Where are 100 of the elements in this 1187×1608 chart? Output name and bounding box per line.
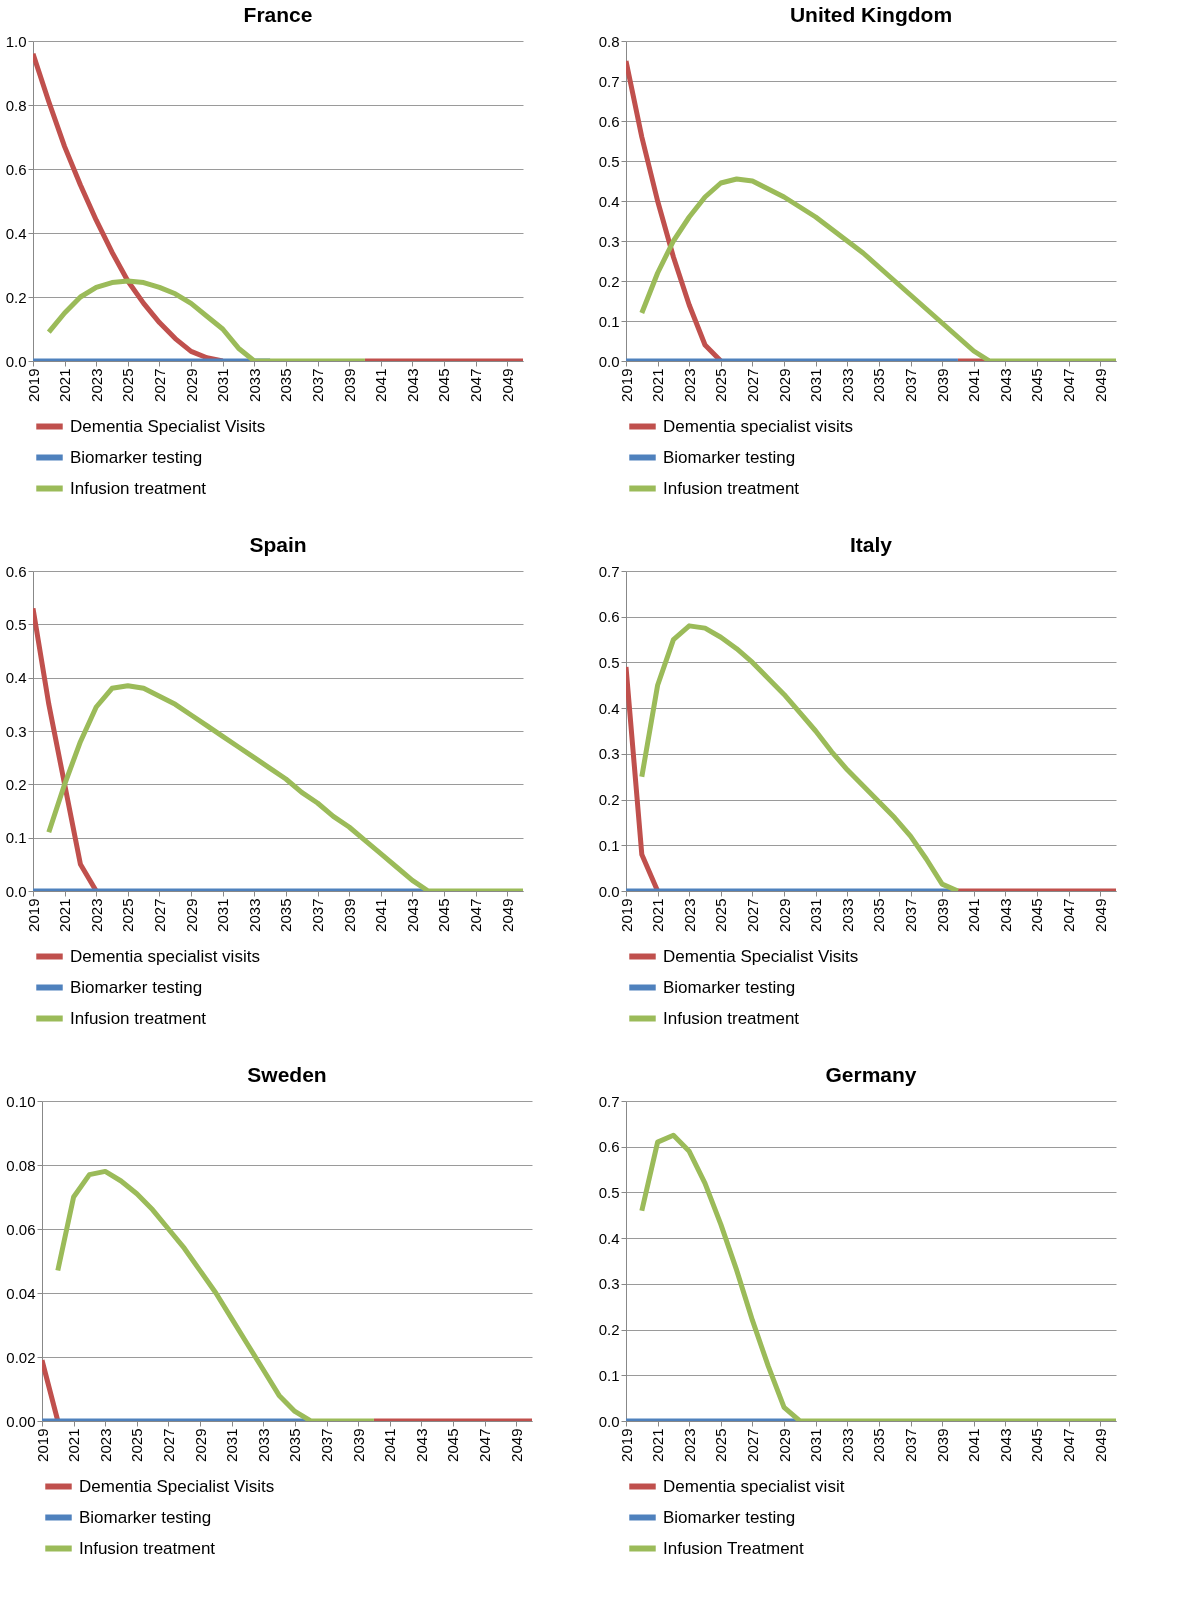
chart-title: Spain: [249, 533, 307, 556]
x-tick-label: 2027: [743, 1428, 761, 1462]
x-tick-label: 2027: [743, 898, 761, 932]
y-tick-label: 0.1: [598, 312, 620, 330]
y-tick-label: 0.3: [598, 232, 620, 250]
x-tick-label: 2021: [649, 898, 667, 932]
y-tick-label: 0.06: [6, 1220, 36, 1238]
chart-title: Italy: [849, 533, 893, 556]
y-tick-label: 0.2: [598, 272, 620, 290]
x-tick-label: 2041: [372, 898, 390, 932]
y-tick-label: 0.2: [5, 288, 27, 306]
y-tick-label: 0.08: [6, 1156, 36, 1174]
x-tick-label: 2035: [286, 1428, 304, 1462]
legend-label: Infusion treatment: [663, 478, 800, 498]
x-tick-label: 2033: [838, 368, 856, 402]
x-tick-label: 2045: [435, 898, 453, 932]
x-tick-label: 2021: [649, 368, 667, 402]
x-tick-label: 2035: [277, 898, 295, 932]
x-tick-label: 2033: [245, 368, 263, 402]
y-tick-label: 0.3: [5, 722, 27, 740]
x-tick-label: 2035: [870, 1428, 888, 1462]
x-tick-label: 2029: [182, 368, 200, 402]
y-tick-label: 0.0: [598, 1412, 620, 1430]
x-tick-label: 2029: [191, 1428, 209, 1462]
x-tick-label: 2035: [870, 898, 888, 932]
x-tick-label: 2043: [996, 898, 1014, 932]
x-tick-label: 2025: [712, 368, 730, 402]
x-tick-label: 2037: [309, 368, 327, 402]
y-tick-label: 0.8: [5, 96, 27, 114]
x-tick-label: 2019: [617, 898, 635, 932]
y-tick-label: 0.10: [6, 1092, 36, 1110]
x-tick-label: 2031: [214, 898, 232, 932]
x-tick-label: 2031: [807, 368, 825, 402]
x-tick-label: 2035: [870, 368, 888, 402]
y-tick-label: 0.8: [598, 32, 620, 50]
x-tick-label: 2021: [649, 1428, 667, 1462]
x-tick-label: 2025: [119, 368, 137, 402]
chart-title: France: [243, 3, 313, 26]
x-tick-label: 2023: [87, 368, 105, 402]
legend-label: Dementia Specialist Visits: [70, 416, 266, 436]
x-tick-label: 2049: [498, 898, 516, 932]
x-tick-label: 2047: [1060, 898, 1078, 932]
x-tick-label: 2021: [65, 1428, 83, 1462]
x-tick-label: 2041: [381, 1428, 399, 1462]
x-tick-label: 2025: [119, 898, 137, 932]
x-tick-label: 2029: [775, 368, 793, 402]
x-tick-label: 2019: [24, 368, 42, 402]
x-tick-label: 2049: [1091, 898, 1109, 932]
y-tick-label: 0.6: [5, 562, 27, 580]
legend-label: Infusion treatment: [79, 1538, 216, 1558]
x-tick-label: 2019: [617, 1428, 635, 1462]
legend-label: Biomarker testing: [663, 1507, 796, 1527]
legend-label: Infusion treatment: [70, 478, 207, 498]
y-tick-label: 0.5: [598, 1183, 620, 1201]
x-tick-label: 2033: [245, 898, 263, 932]
x-tick-label: 2041: [965, 898, 983, 932]
y-tick-label: 0.6: [598, 1138, 620, 1156]
x-tick-label: 2049: [1091, 368, 1109, 402]
y-tick-label: 0.2: [5, 775, 27, 793]
x-tick-label: 2031: [223, 1428, 241, 1462]
y-tick-label: 0.1: [5, 829, 27, 847]
y-tick-label: 0.3: [598, 1275, 620, 1293]
x-tick-label: 2037: [318, 1428, 336, 1462]
x-tick-label: 2021: [56, 368, 74, 402]
x-tick-label: 2033: [838, 1428, 856, 1462]
x-tick-label: 2029: [775, 1428, 793, 1462]
x-tick-label: 2043: [412, 1428, 430, 1462]
x-tick-label: 2045: [1028, 368, 1046, 402]
x-tick-label: 2039: [340, 368, 358, 402]
x-tick-label: 2039: [340, 898, 358, 932]
x-tick-label: 2043: [996, 368, 1014, 402]
x-tick-label: 2021: [56, 898, 74, 932]
y-tick-label: 0.0: [598, 352, 620, 370]
y-tick-label: 0.2: [598, 791, 620, 809]
y-tick-label: 0.5: [598, 653, 620, 671]
x-tick-label: 2045: [1028, 1428, 1046, 1462]
x-tick-label: 2023: [87, 898, 105, 932]
x-tick-label: 2023: [680, 1428, 698, 1462]
x-tick-label: 2037: [902, 1428, 920, 1462]
chart-title: United Kingdom: [789, 3, 953, 26]
legend-label: Biomarker testing: [70, 977, 203, 997]
y-tick-label: 0.7: [598, 1092, 620, 1110]
x-tick-label: 2047: [476, 1428, 494, 1462]
x-tick-label: 2049: [498, 368, 516, 402]
x-tick-label: 2033: [254, 1428, 272, 1462]
legend-label: Biomarker testing: [663, 977, 796, 997]
x-tick-label: 2041: [965, 368, 983, 402]
y-tick-label: 0.6: [598, 608, 620, 626]
legend-label: Dementia specialist visits: [663, 416, 853, 436]
x-tick-label: 2023: [680, 898, 698, 932]
x-tick-label: 2045: [435, 368, 453, 402]
y-tick-label: 0.0: [5, 882, 27, 900]
y-tick-label: 0.2: [598, 1321, 620, 1339]
x-tick-label: 2047: [1060, 1428, 1078, 1462]
x-tick-label: 2047: [1060, 368, 1078, 402]
legend-label: Biomarker testing: [79, 1507, 212, 1527]
x-tick-label: 2045: [444, 1428, 462, 1462]
y-tick-label: 0.4: [598, 1229, 620, 1247]
x-tick-label: 2045: [1028, 898, 1046, 932]
x-tick-label: 2025: [128, 1428, 146, 1462]
